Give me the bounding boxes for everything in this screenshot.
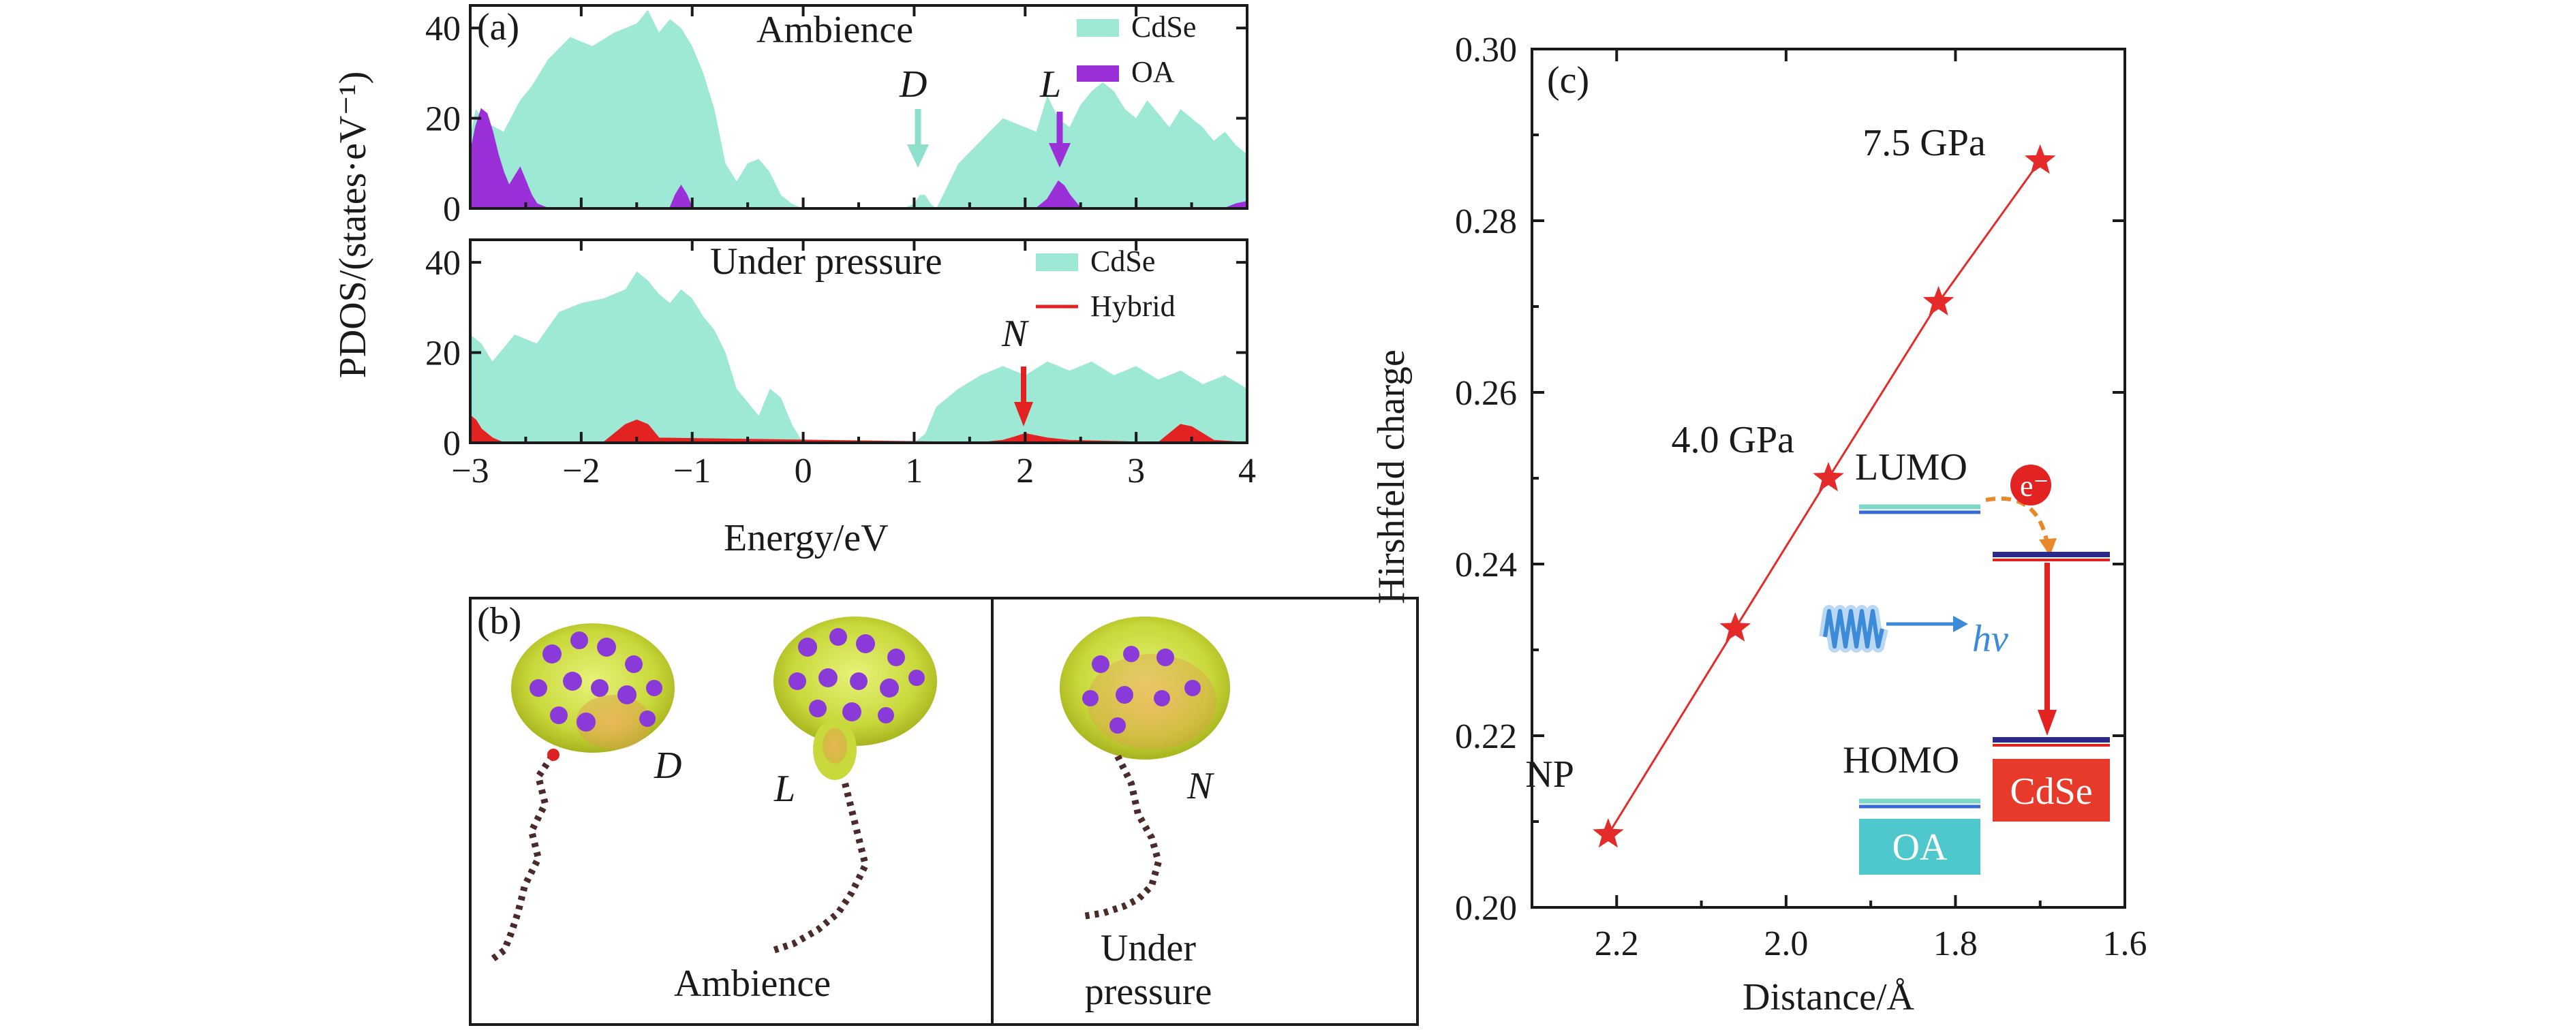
- legend-cdse-swatch-2: [1036, 253, 1078, 271]
- structure-d: [489, 623, 675, 963]
- data-line: [1607, 159, 2041, 835]
- structure-label-l: L: [773, 768, 795, 810]
- x-tick-label: 1.8: [1933, 924, 1978, 963]
- y-tick-label: 0: [443, 190, 461, 229]
- electron-label: e⁻: [2020, 469, 2049, 503]
- structure-label-d: D: [654, 745, 681, 787]
- caption-pressure-line1: Under: [1101, 927, 1196, 969]
- data-point-star: [2024, 144, 2056, 174]
- panel-a-top: 0 20 40 (a) Ambience CdSe OA D L: [425, 4, 1248, 229]
- arrow-n: [1014, 366, 1033, 426]
- point-label: 7.5 GPa: [1862, 122, 1986, 164]
- y-tick-label: 40: [425, 244, 461, 283]
- energy-level-inset: LUMO e⁻ hν HOMO CdSe OA: [1819, 446, 2110, 875]
- legend-cdse-swatch: [1077, 19, 1119, 37]
- panel-b-label: (b): [477, 600, 521, 642]
- legend-cdse-label-2: CdSe: [1090, 245, 1155, 278]
- oa-box: [1859, 819, 1980, 875]
- panel-b-frame: [469, 597, 1419, 1026]
- structure-l: [772, 617, 937, 954]
- x-tick-label: −2: [562, 452, 600, 490]
- panel-c-axes: 0.20 0.22 0.24 0.26 0.28 0.30 2.2 2.0 1.8 1.6: [1455, 31, 2147, 963]
- data-point-star: [1922, 285, 1954, 316]
- panel-c-label: (c): [1547, 59, 1589, 102]
- x-axis-label-c: Distance/Å: [1743, 976, 1914, 1018]
- legend-hybrid-label: Hybrid: [1090, 290, 1176, 323]
- panel-c: 0.20 0.22 0.24 0.26 0.28 0.30 2.2 2.0 1.8 1.6 NP 4…: [1370, 31, 2147, 1018]
- panel-c-plot-area: NP 4.0 GPa 7.5 GPa: [1525, 122, 2056, 848]
- y-axis-label-a: PDOS/(states·eV⁻¹): [332, 72, 374, 379]
- arrow-l: [1049, 112, 1071, 168]
- legend-oa-swatch: [1077, 65, 1119, 82]
- caption-ambience: Ambience: [674, 963, 831, 1005]
- y-tick-label: 20: [425, 334, 461, 373]
- x-tick-label: 4: [1238, 452, 1256, 490]
- x-tick-label: −1: [673, 452, 711, 490]
- series-cdse-area: [470, 10, 1247, 208]
- structure-label-n: N: [1186, 765, 1214, 807]
- x-tick-label: 2.2: [1595, 924, 1639, 963]
- panel-a-bottom-plot-area: [470, 271, 1248, 444]
- photon-wave-icon: [1823, 609, 1884, 649]
- panel-a-label: (a): [477, 6, 519, 48]
- series-cdse-area: [470, 271, 1247, 443]
- y-axis-label-c: Hirshfeld charge: [1370, 349, 1413, 604]
- electron-icon: [2010, 465, 2051, 505]
- series-hybrid-area: [470, 414, 1248, 444]
- panel-b: (b) D L: [469, 597, 1419, 1026]
- y-tick-label: 0.26: [1455, 374, 1517, 413]
- lumo-label: LUMO: [1855, 446, 1967, 488]
- caption-pressure-line2: pressure: [1085, 971, 1212, 1013]
- x-tick-label: 1.6: [2103, 924, 2147, 963]
- y-tick-label: 0: [443, 424, 461, 463]
- annotation-l: L: [1039, 63, 1061, 106]
- cdse-box: [1993, 759, 2110, 822]
- transfer-arrow: [1985, 496, 2049, 544]
- panel-a-bottom: 0 20 40 −3 −2 −1 0 1 2 3 4 Under pressure CdSe Hyb…: [425, 238, 1256, 559]
- oa-box-label: OA: [1892, 826, 1948, 869]
- data-point-star: [1719, 612, 1751, 642]
- data-point-star: [1593, 817, 1624, 848]
- data-point-star: [1813, 462, 1844, 492]
- point-label: NP: [1525, 753, 1574, 796]
- annotation-n: N: [1001, 313, 1029, 355]
- y-tick-label: 0.28: [1455, 202, 1517, 241]
- point-label: 4.0 GPa: [1672, 419, 1795, 461]
- legend-oa-label: OA: [1131, 55, 1175, 89]
- x-axis-label-a: Energy/eV: [724, 517, 889, 559]
- arrow-d: [907, 109, 929, 168]
- y-tick-label: 20: [425, 100, 461, 139]
- x-tick-label: 1: [905, 452, 923, 490]
- x-tick-label: 0: [795, 452, 812, 490]
- x-tick-label: −3: [451, 452, 489, 490]
- cdse-box-label: CdSe: [2010, 770, 2092, 813]
- x-tick-label: 2.0: [1764, 924, 1808, 963]
- y-tick-label: 0.20: [1455, 889, 1517, 928]
- legend-cdse-label: CdSe: [1131, 10, 1196, 44]
- photon-label: hν: [1972, 618, 2008, 660]
- structure-n: [1060, 617, 1230, 920]
- x-tick-label: 2: [1016, 452, 1034, 490]
- panel-a-top-title: Ambience: [756, 9, 913, 51]
- homo-label: HOMO: [1843, 739, 1959, 781]
- y-tick-label: 40: [425, 10, 461, 48]
- y-tick-label: 0.30: [1455, 31, 1517, 69]
- panel-a-bottom-axes: 0 20 40 −3 −2 −1 0 1 2 3 4: [425, 240, 1256, 490]
- x-tick-label: 3: [1127, 452, 1145, 490]
- annotation-d: D: [899, 63, 927, 106]
- panel-a-bottom-title: Under pressure: [710, 240, 942, 283]
- panel-a-top-axes: 0 20 40: [425, 5, 1248, 229]
- y-tick-label: 0.24: [1455, 546, 1517, 584]
- y-tick-label: 0.22: [1455, 717, 1517, 756]
